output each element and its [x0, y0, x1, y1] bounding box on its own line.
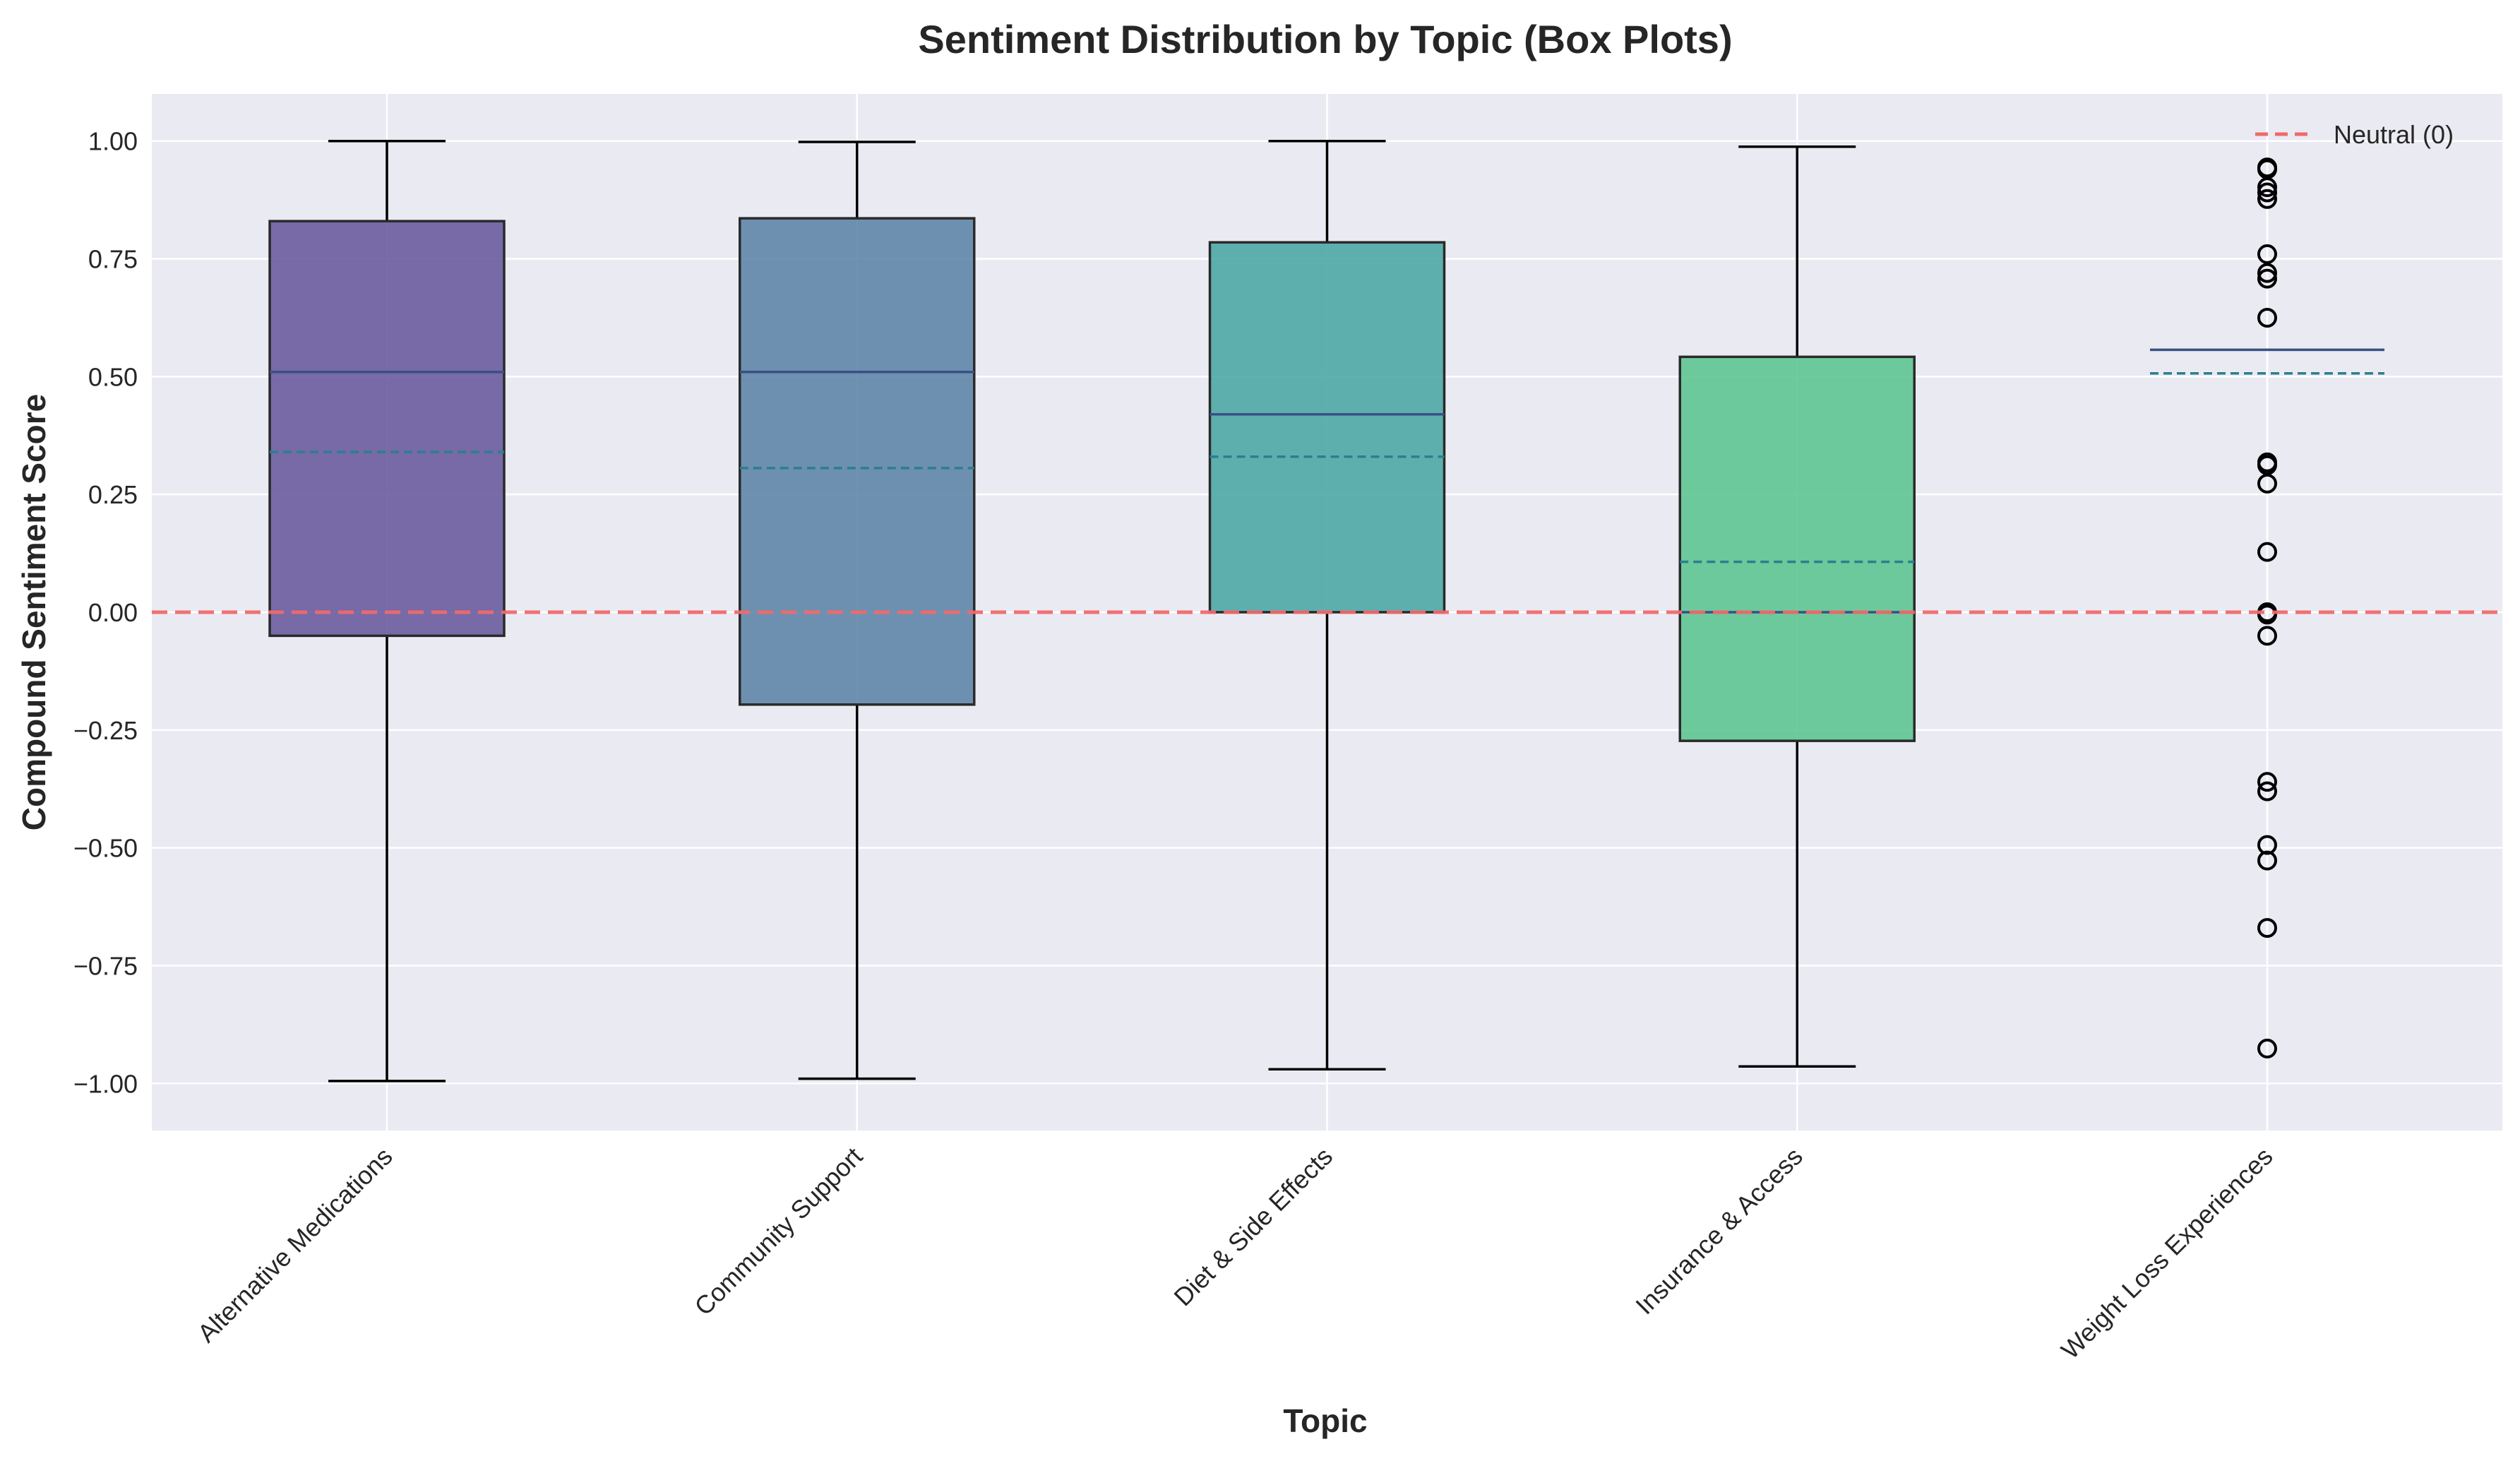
y-tick-label: 0.50 [88, 362, 138, 391]
outlier-point [2257, 307, 2277, 328]
outlier-point [2257, 182, 2277, 203]
y-axis-label: Compound Sentiment Score [16, 394, 52, 830]
y-tick-label: −0.75 [73, 951, 138, 980]
box-iqr [1678, 355, 1916, 742]
legend-neutral-label: Neutral (0) [2334, 120, 2454, 149]
box-group [1678, 145, 1916, 1068]
box-group [739, 141, 976, 1080]
outlier-point [2257, 542, 2277, 562]
outlier-point [2257, 189, 2277, 209]
outlier-point [2257, 244, 2277, 264]
outlier-point [2257, 918, 2277, 938]
y-tick-label: −0.50 [73, 834, 138, 863]
x-tick-label: Weight Loss Experiences [2055, 1142, 2279, 1365]
chart-title: Sentiment Distribution by Topic (Box Plo… [918, 17, 1732, 61]
outlier-point [2257, 850, 2277, 871]
box-plots [268, 139, 2384, 1083]
x-axis-label: Topic [1283, 1402, 1367, 1439]
outlier-point [2257, 781, 2277, 801]
box-group [268, 139, 506, 1083]
box-iqr [1208, 241, 1446, 614]
box-iqr [739, 217, 976, 706]
box-iqr [268, 220, 506, 638]
y-tick-label: 0.75 [88, 245, 138, 274]
outlier-point [2257, 177, 2277, 198]
outlier-point [2257, 772, 2277, 792]
box-group [2150, 157, 2384, 1059]
outlier-point [2257, 626, 2277, 646]
outlier-point [2257, 604, 2277, 625]
x-tick-labels: Alternative Medications Community Support… [191, 1142, 2278, 1365]
x-tick-label: Insurance & Access [1630, 1142, 1808, 1320]
outlier-point [2257, 1038, 2277, 1059]
outlier-point [2257, 455, 2277, 475]
y-tick-label: 0.00 [88, 598, 138, 627]
x-tick-label: Alternative Medications [191, 1142, 398, 1348]
legend: Neutral (0) [2255, 120, 2454, 149]
y-tick-labels: −1.00 −0.75 −0.50 −0.25 0.00 0.25 0.50 0.75 1.00 [73, 127, 138, 1099]
y-tick-label: 1.00 [88, 127, 138, 156]
y-tick-label: −0.25 [73, 716, 138, 745]
outlier-point [2257, 473, 2277, 494]
outlier-point [2257, 268, 2277, 289]
box-group [1208, 139, 1446, 1071]
y-tick-label: −1.00 [73, 1069, 138, 1098]
x-tick-label: Diet & Side Effects [1168, 1142, 1338, 1312]
x-tick-label: Community Support [688, 1142, 868, 1321]
y-tick-label: 0.25 [88, 480, 138, 509]
outlier-point [2257, 263, 2277, 283]
